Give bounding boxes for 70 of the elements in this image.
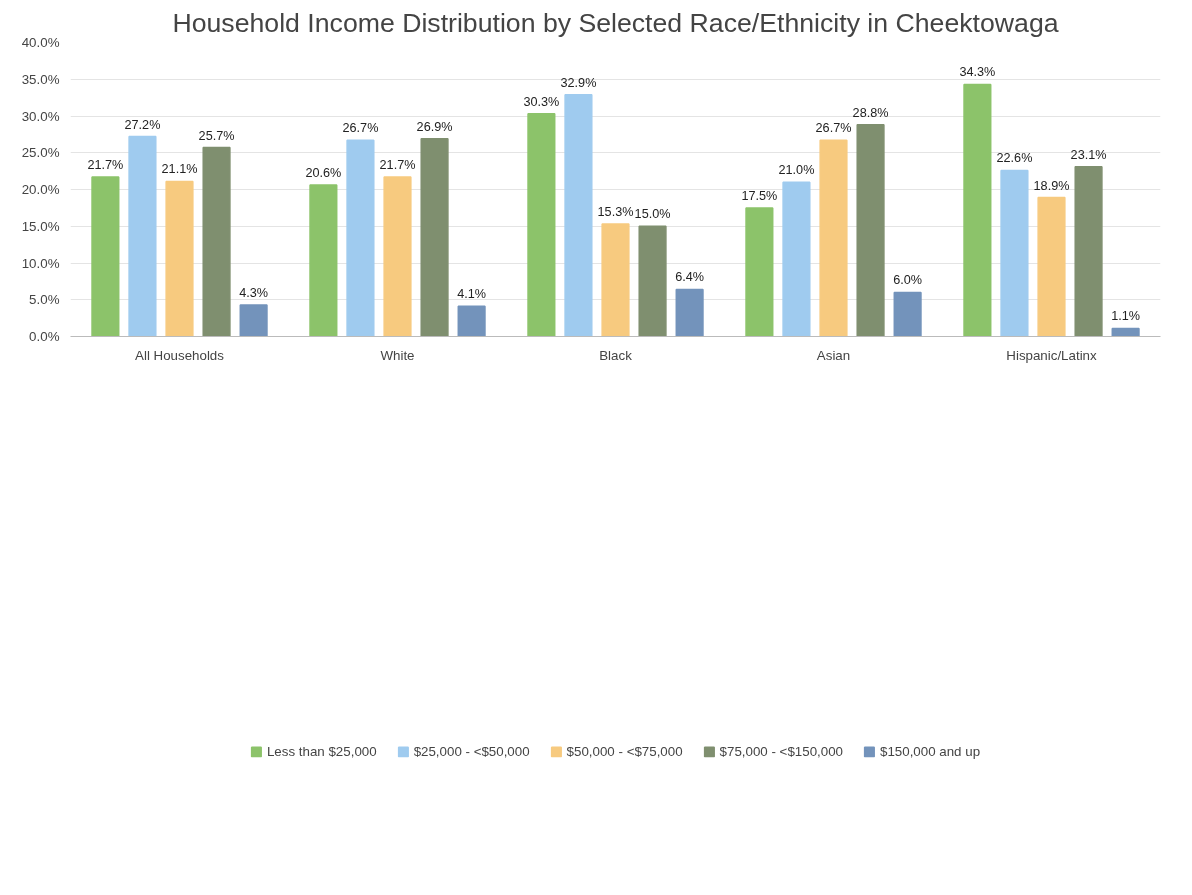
x-tick-label: Asian <box>816 347 851 363</box>
bar <box>457 305 486 337</box>
y-tick-label: 25.0% <box>21 145 60 161</box>
bar <box>638 225 667 337</box>
data-label: 6.0% <box>893 273 923 288</box>
data-label: 21.1% <box>161 162 198 177</box>
y-tick-label: 40.0% <box>21 35 60 50</box>
data-label: 4.1% <box>457 287 487 302</box>
x-tick-label: All Households <box>135 347 225 363</box>
data-label: 4.3% <box>239 285 269 300</box>
bar <box>527 113 556 337</box>
bar <box>819 139 848 337</box>
data-label: 34.3% <box>959 65 996 80</box>
bar <box>346 139 375 337</box>
data-label: 26.7% <box>342 121 379 136</box>
legend-label: $50,000 - <$75,000 <box>566 743 683 759</box>
data-label: 26.7% <box>815 121 852 136</box>
data-label: 27.2% <box>124 117 161 132</box>
legend-label: $75,000 - <$150,000 <box>719 743 843 759</box>
data-label: 32.9% <box>560 75 597 90</box>
y-tick-label: 0.0% <box>29 329 60 344</box>
bar <box>856 124 885 337</box>
data-label: 20.6% <box>305 166 342 181</box>
legend-label: Less than $25,000 <box>266 743 377 759</box>
bar <box>1111 327 1140 337</box>
data-label: 15.0% <box>634 207 671 222</box>
bar <box>564 93 593 337</box>
y-tick-label: 30.0% <box>21 108 60 124</box>
x-tick-label: Black <box>599 347 633 363</box>
y-tick-label: 10.0% <box>21 255 60 271</box>
data-label: 30.3% <box>523 94 560 109</box>
data-label: 21.0% <box>778 163 815 178</box>
bar <box>128 135 157 337</box>
legend-label: $150,000 and up <box>880 743 981 759</box>
data-label: 17.5% <box>741 188 778 203</box>
bar <box>893 291 922 337</box>
bar <box>420 138 449 337</box>
bar <box>165 180 194 337</box>
data-label: 21.7% <box>87 158 124 173</box>
bar <box>601 223 630 337</box>
chart-title: Household Income Distribution by Selected Race/Ethnicity in Cheektowaga <box>172 7 1059 38</box>
y-tick-label: 35.0% <box>21 71 60 87</box>
bar <box>1074 165 1103 337</box>
bar <box>782 181 811 337</box>
bar <box>745 207 774 337</box>
data-label: 21.7% <box>379 158 416 173</box>
bar <box>1000 169 1029 337</box>
y-tick-label: 20.0% <box>21 182 60 197</box>
data-label: 22.6% <box>996 151 1033 166</box>
y-tick-label: 5.0% <box>29 292 60 308</box>
legend-label: $25,000 - <$50,000 <box>413 743 530 759</box>
bar <box>91 176 120 337</box>
bar <box>963 83 992 337</box>
bar <box>239 304 268 337</box>
bar <box>309 184 338 337</box>
x-tick-label: White <box>380 347 415 363</box>
y-tick-label: 15.0% <box>21 218 60 234</box>
x-tick-label: Hispanic/Latinx <box>1006 347 1098 363</box>
data-label: 23.1% <box>1070 147 1107 162</box>
data-label: 1.1% <box>1111 309 1141 324</box>
data-label: 26.9% <box>416 119 453 134</box>
data-label: 6.4% <box>675 270 705 285</box>
bar <box>383 176 412 337</box>
bar <box>675 288 704 337</box>
data-label: 25.7% <box>198 128 235 143</box>
bar <box>1037 196 1066 337</box>
data-label: 15.3% <box>597 205 634 220</box>
data-label: 18.9% <box>1033 178 1070 193</box>
data-label: 28.8% <box>852 105 889 120</box>
bar <box>202 146 231 337</box>
